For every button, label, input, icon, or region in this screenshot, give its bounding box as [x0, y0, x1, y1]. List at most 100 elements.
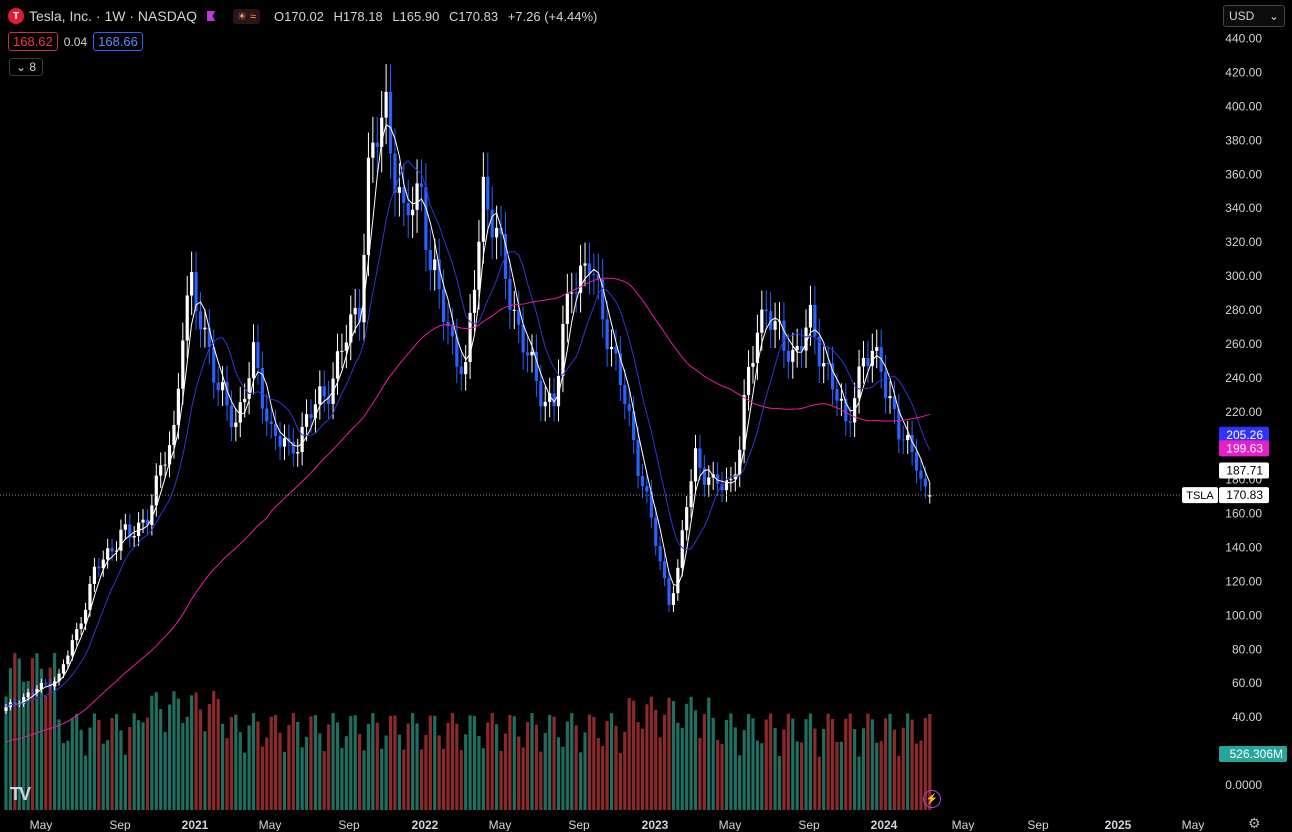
- candle-body: [291, 441, 295, 454]
- x-tick-label: May: [1182, 818, 1205, 831]
- x-tick-label: May: [259, 818, 282, 831]
- candle-body: [623, 384, 627, 404]
- volume-bar: [415, 723, 419, 810]
- volume-bar: [707, 697, 711, 810]
- volume-bar: [154, 692, 158, 810]
- candle-body: [172, 424, 176, 445]
- y-tick-label: 60.00: [1232, 676, 1262, 690]
- ask-price[interactable]: 168.66: [93, 32, 143, 51]
- volume-bar: [609, 713, 614, 810]
- volume-bar: [176, 698, 180, 810]
- candle-body: [791, 350, 795, 362]
- volume-bar: [919, 740, 923, 810]
- high-value: 178.18: [342, 8, 383, 24]
- volume-bar: [234, 714, 238, 810]
- volume-bar: [428, 715, 432, 810]
- volume-bar: [88, 727, 92, 810]
- gear-icon[interactable]: ⚙: [1248, 815, 1261, 831]
- volume-badge-text: 526.306M: [1230, 747, 1283, 761]
- volume-bar: [861, 728, 866, 810]
- volume-bar: [729, 713, 733, 810]
- symbol-title[interactable]: Tesla, Inc. · 1W · NASDAQ: [29, 8, 198, 24]
- volume-bar: [914, 743, 919, 810]
- volume-bar: [44, 695, 48, 810]
- volume-bar: [808, 713, 813, 810]
- volume-bar: [636, 722, 640, 810]
- candle-body: [676, 567, 680, 594]
- candle-body: [490, 209, 494, 238]
- price-badge-text: 199.63: [1226, 441, 1263, 455]
- volume-bar: [123, 754, 127, 810]
- volume-bar: [870, 719, 874, 810]
- volume-bar: [530, 713, 534, 810]
- volume-bar: [711, 717, 715, 810]
- candle-body: [468, 312, 472, 363]
- volume-bar: [769, 713, 773, 810]
- volume-bar: [150, 695, 154, 810]
- price-badge-text: 170.83: [1226, 488, 1263, 502]
- candle-body: [22, 697, 26, 704]
- volume-bar: [57, 719, 61, 810]
- candle-body: [928, 495, 932, 497]
- candle-body: [764, 309, 768, 312]
- candle-body: [344, 342, 348, 351]
- candle-body: [830, 363, 835, 390]
- volume-badge: [1219, 746, 1287, 762]
- volume-bar: [649, 696, 653, 810]
- volume-bar: [282, 751, 287, 810]
- tradingview-logo[interactable]: TV: [10, 784, 31, 804]
- volume-bar: [844, 718, 848, 810]
- volume-bar: [605, 721, 609, 810]
- candle-body: [601, 279, 605, 320]
- candle-body: [906, 434, 910, 441]
- candle-body: [375, 142, 379, 147]
- volume-bar: [777, 756, 782, 810]
- flag-icon[interactable]: [207, 11, 216, 21]
- bolt-icon[interactable]: ⚡: [923, 790, 941, 808]
- volume-bar: [17, 658, 21, 810]
- volume-bar: [300, 747, 304, 810]
- candle-body: [689, 481, 693, 508]
- candle-body: [92, 566, 96, 584]
- candle-body: [260, 367, 264, 409]
- volume-bar: [185, 716, 189, 810]
- candle-body: [817, 336, 821, 367]
- candle-body: [380, 117, 384, 147]
- indicators-toggle[interactable]: ⌄ 8: [9, 58, 44, 76]
- volume-bar: [243, 752, 247, 810]
- volume-bar: [658, 737, 662, 810]
- volume-bar: [380, 748, 384, 810]
- candle-body: [371, 142, 375, 158]
- currency-select[interactable]: USD ⌄: [1223, 5, 1285, 27]
- candle-body: [388, 91, 393, 154]
- x-tick-label: May: [30, 818, 53, 831]
- indicator-badge[interactable]: ☀ ≈: [233, 8, 261, 24]
- candle-body: [220, 382, 225, 391]
- candle-body: [808, 304, 813, 328]
- volume-bar: [137, 720, 141, 810]
- volume-bar: [110, 717, 114, 810]
- candle-body: [477, 241, 481, 290]
- volume-bar: [274, 714, 278, 810]
- bid-price[interactable]: 168.62: [8, 32, 58, 51]
- volume-bar: [437, 735, 441, 810]
- volume-bar: [212, 691, 216, 810]
- chevron-down-icon: ⌄: [1268, 9, 1279, 23]
- volume-bar: [800, 742, 804, 810]
- volume-bar: [906, 713, 910, 810]
- candle-body: [247, 378, 251, 399]
- volume-bar: [4, 696, 8, 810]
- volume-bar: [406, 723, 410, 810]
- candle-body: [141, 519, 145, 523]
- candle-body: [282, 438, 287, 447]
- candle-body: [256, 342, 260, 368]
- candle-body: [446, 321, 450, 327]
- volume-bar: [163, 732, 167, 810]
- candle-body: [61, 664, 66, 674]
- candle-body: [176, 388, 180, 425]
- volume-bar: [543, 732, 547, 810]
- volume-bar: [296, 721, 300, 810]
- volume-bar: [203, 731, 207, 810]
- volume-bar: [251, 713, 256, 810]
